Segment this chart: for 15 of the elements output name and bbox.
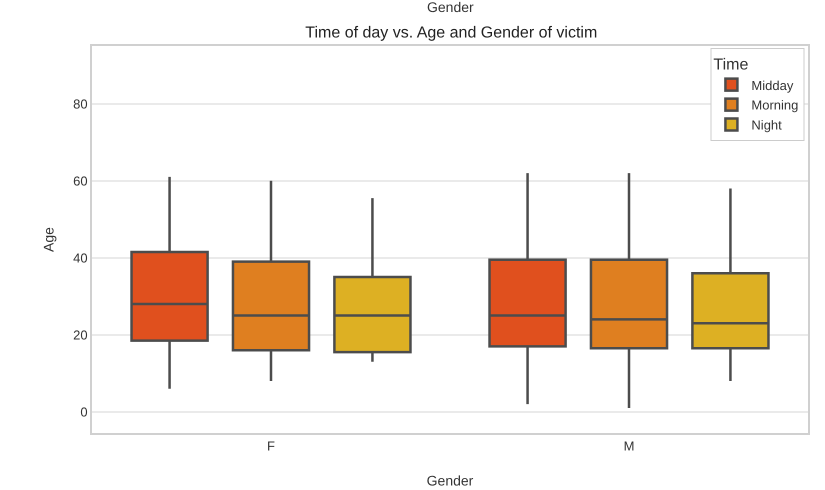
- legend-title: Time: [713, 56, 748, 74]
- legend-label: Morning: [751, 98, 798, 113]
- y-tick-label: 0: [80, 404, 88, 420]
- x-axis-title: Gender: [426, 472, 474, 488]
- chart-title: Time of day vs. Age and Gender of victim: [305, 24, 598, 42]
- y-axis-title: Age: [40, 226, 56, 252]
- text: Gender: [427, 0, 474, 15]
- y-tick-label: 60: [73, 173, 88, 188]
- x-tick-label: F: [267, 438, 276, 454]
- y-tick-label: 40: [73, 250, 88, 266]
- legend-label: Night: [751, 118, 782, 133]
- legend-label: Midday: [751, 78, 794, 93]
- y-tick-label: 20: [73, 327, 88, 342]
- x-tick-label: M: [624, 438, 634, 454]
- y-tick-label: 80: [73, 96, 88, 112]
